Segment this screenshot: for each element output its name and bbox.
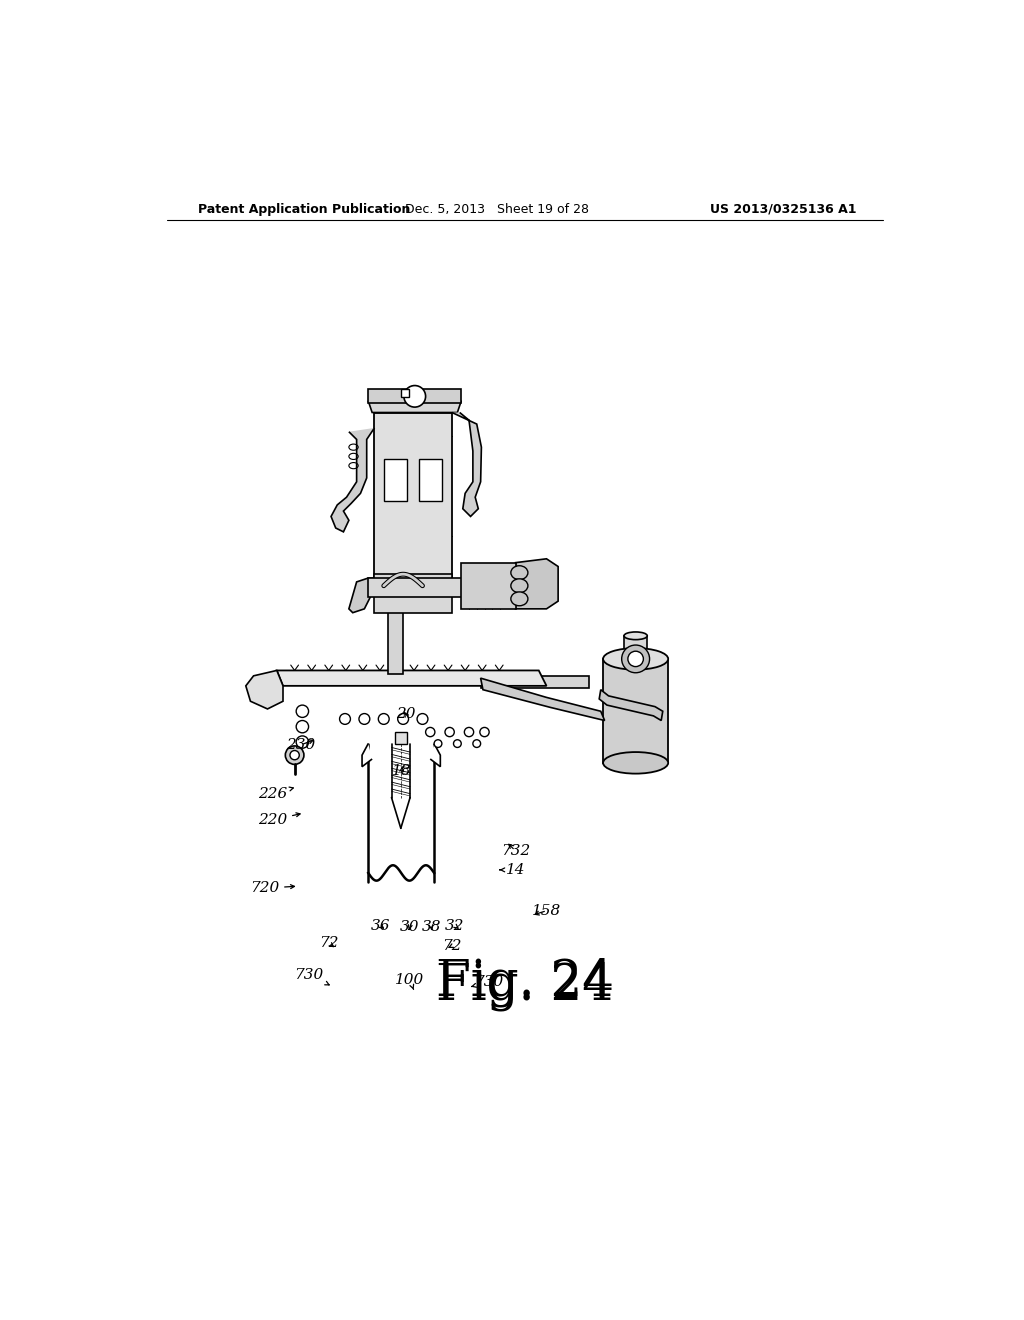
Ellipse shape <box>624 632 647 640</box>
Polygon shape <box>480 678 604 721</box>
Circle shape <box>397 714 409 725</box>
Bar <box>394 733 407 743</box>
Text: 230: 230 <box>287 738 315 752</box>
Circle shape <box>296 721 308 733</box>
Circle shape <box>296 737 308 748</box>
Text: 72: 72 <box>442 939 462 953</box>
Text: 14: 14 <box>500 863 525 876</box>
Polygon shape <box>369 401 461 412</box>
Ellipse shape <box>511 566 528 579</box>
Circle shape <box>340 714 350 725</box>
Polygon shape <box>599 689 663 721</box>
Circle shape <box>296 705 308 718</box>
Text: 730: 730 <box>471 974 504 989</box>
Polygon shape <box>452 412 481 516</box>
Polygon shape <box>246 671 283 709</box>
Text: 732: 732 <box>501 843 529 858</box>
Text: 18: 18 <box>392 764 412 779</box>
Text: 72: 72 <box>319 936 339 950</box>
Circle shape <box>622 645 649 673</box>
Circle shape <box>480 727 489 737</box>
Text: 36: 36 <box>371 919 390 933</box>
Bar <box>603 659 669 763</box>
Circle shape <box>426 727 435 737</box>
Circle shape <box>290 751 299 760</box>
Bar <box>461 562 515 609</box>
Text: US 2013/0325136 A1: US 2013/0325136 A1 <box>710 203 856 215</box>
Ellipse shape <box>603 648 669 669</box>
Bar <box>369 389 461 404</box>
Ellipse shape <box>603 752 669 774</box>
Polygon shape <box>349 578 380 612</box>
Polygon shape <box>276 671 547 686</box>
Text: 100: 100 <box>395 973 424 990</box>
Circle shape <box>359 714 370 725</box>
Circle shape <box>286 746 304 764</box>
Bar <box>624 636 647 659</box>
Text: 226: 226 <box>258 787 293 801</box>
Polygon shape <box>515 558 558 609</box>
Polygon shape <box>331 428 375 532</box>
Bar <box>375 412 452 582</box>
Polygon shape <box>375 574 452 612</box>
Circle shape <box>417 714 428 725</box>
Text: 720: 720 <box>250 882 295 895</box>
Polygon shape <box>388 582 403 675</box>
Bar <box>480 676 589 688</box>
Text: Dec. 5, 2013   Sheet 19 of 28: Dec. 5, 2013 Sheet 19 of 28 <box>404 203 589 215</box>
Text: 158: 158 <box>532 903 561 917</box>
Text: Fig. 24: Fig. 24 <box>436 961 613 1011</box>
Text: 220: 220 <box>258 813 300 828</box>
Polygon shape <box>430 743 440 767</box>
Text: 20: 20 <box>396 708 416 721</box>
Text: 30: 30 <box>400 920 420 933</box>
Bar <box>369 578 508 597</box>
Circle shape <box>473 739 480 747</box>
Circle shape <box>628 651 643 667</box>
Polygon shape <box>362 743 372 767</box>
Ellipse shape <box>511 591 528 606</box>
Circle shape <box>403 385 426 407</box>
Circle shape <box>434 739 442 747</box>
Text: 38: 38 <box>422 920 441 933</box>
Circle shape <box>378 714 389 725</box>
Text: Fig. 24: Fig. 24 <box>436 957 613 1007</box>
Bar <box>419 459 442 502</box>
Text: 32: 32 <box>445 919 465 933</box>
Text: 730: 730 <box>294 968 330 985</box>
Ellipse shape <box>511 578 528 593</box>
Bar <box>400 389 409 397</box>
Text: Patent Application Publication: Patent Application Publication <box>198 203 411 215</box>
Circle shape <box>454 739 461 747</box>
Circle shape <box>445 727 455 737</box>
Bar <box>384 459 407 502</box>
Circle shape <box>464 727 474 737</box>
